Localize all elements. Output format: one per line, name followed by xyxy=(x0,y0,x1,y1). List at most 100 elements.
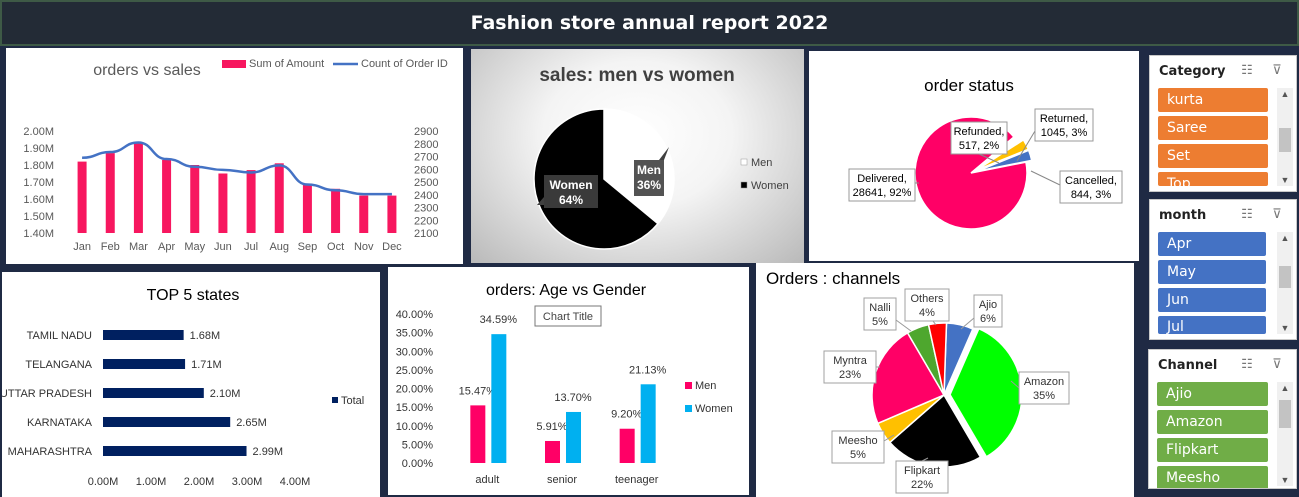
order-status-panel[interactable]: order status Delivered, 28641, 92% Refunded… xyxy=(809,51,1139,261)
data-label-myntra: Myntra 23% xyxy=(833,355,868,381)
data-label-box-amazon xyxy=(1018,371,1070,405)
scroll-down-icon[interactable]: ▼ xyxy=(1280,175,1290,185)
month-slicer-title: month xyxy=(1159,208,1207,223)
y-left-tick-label: 1.60M xyxy=(23,194,54,206)
data-label-box-flipkart xyxy=(895,460,949,494)
bar-sep xyxy=(302,183,312,233)
scroll-up-icon[interactable]: ▲ xyxy=(1280,233,1290,243)
legend-label-sum-of-amount: Sum of Amount xyxy=(249,58,324,70)
month-slicer-header: month ☷ ⊽ xyxy=(1150,200,1296,230)
slicer-item-apr[interactable]: Apr xyxy=(1158,232,1266,256)
chart-title: TOP 5 states xyxy=(147,287,240,304)
y-tick-label: 10.00% xyxy=(396,421,434,433)
slicer-item-kurta[interactable]: kurta xyxy=(1158,88,1268,112)
data-label-cancelled: Cancelled, 844, 3% xyxy=(1065,175,1117,201)
data-label-box-women xyxy=(544,175,598,208)
data-label: 15.47% xyxy=(459,385,497,397)
scroll-down-icon[interactable]: ▼ xyxy=(1280,323,1290,333)
leader-line-cancelled xyxy=(1030,170,1061,186)
clear-filter-icon[interactable]: ⊽ xyxy=(1272,356,1282,371)
category-scrollbar[interactable]: ▲ ▼ xyxy=(1277,88,1293,186)
slicer-item-meesho[interactable]: Meesho xyxy=(1157,466,1268,488)
data-label-amazon: Amazon 35% xyxy=(1024,376,1064,402)
top-5-states-panel[interactable]: TOP 5 states 0.00M 1.00M 2.00M 3.00M 4.00M TAM… xyxy=(2,272,380,497)
category-slicer[interactable]: Category ☷ ⊽ kurta Saree Set Top ▲ ▼ xyxy=(1149,55,1297,192)
y-left-tick-label: 2.00M xyxy=(23,126,54,138)
data-label: 5.91% xyxy=(536,421,567,433)
y-tick-label: 5.00% xyxy=(402,439,433,451)
data-label-box-returned xyxy=(1034,108,1094,142)
legend-label-men: Men xyxy=(751,157,772,169)
clear-filter-icon[interactable]: ⊽ xyxy=(1272,62,1282,77)
slicer-item-flipkart[interactable]: Flipkart xyxy=(1157,438,1268,462)
data-label-box-refunded xyxy=(950,121,1008,155)
scroll-up-icon[interactable]: ▲ xyxy=(1280,383,1290,393)
scroll-up-icon[interactable]: ▲ xyxy=(1280,89,1290,99)
legend-swatch-sum-of-amount xyxy=(222,60,246,68)
legend-label-men: Men xyxy=(695,380,716,392)
slicer-item-ajio[interactable]: Ajio xyxy=(1157,382,1268,406)
data-label: 2.99M xyxy=(253,446,284,458)
multi-select-icon[interactable]: ☷ xyxy=(1241,356,1253,371)
month-slicer[interactable]: month ☷ ⊽ Apr May Jun Jul ▲ ▼ xyxy=(1149,199,1297,340)
y-tick-label: TAMIL NADU xyxy=(27,330,92,342)
clear-filter-icon[interactable]: ⊽ xyxy=(1272,206,1282,221)
y-left-tick-label: 1.50M xyxy=(23,211,54,223)
slicer-item-set[interactable]: Set xyxy=(1158,144,1268,168)
x-tick-label: May xyxy=(184,241,205,253)
y-tick-label: KARNATAKA xyxy=(27,417,93,429)
data-label-women: Women 64% xyxy=(549,178,592,207)
bar-uttar-pradesh xyxy=(103,388,204,398)
bar-jul xyxy=(246,170,256,233)
leader-line-nalli xyxy=(895,319,912,332)
scroll-thumb[interactable] xyxy=(1279,128,1291,152)
slicer-item-jul[interactable]: Jul xyxy=(1158,316,1266,334)
sales-men-vs-women-panel[interactable]: sales: men vs women Men 36% Women 64% Men Wome… xyxy=(471,49,804,263)
slicer-item-jun[interactable]: Jun xyxy=(1158,288,1266,312)
data-label-box-delivered xyxy=(848,168,916,202)
bar-jun xyxy=(218,173,228,233)
scroll-down-icon[interactable]: ▼ xyxy=(1280,475,1290,485)
leader-line-ajio xyxy=(960,317,975,330)
leader-line-others xyxy=(932,320,937,326)
x-tick-label: Jun xyxy=(214,241,232,253)
top-5-states-chart: TOP 5 states 0.00M 1.00M 2.00M 3.00M 4.00M TAM… xyxy=(2,287,364,488)
x-tick-label: Aug xyxy=(269,241,289,253)
y-right-tick-label: 2300 xyxy=(414,203,438,215)
y-tick-label: 25.00% xyxy=(396,365,434,377)
orders-channels-panel[interactable]: Orders : channels Ajio 6% Amazon 35% Flipkart… xyxy=(756,263,1134,497)
legend-label-women: Women xyxy=(695,403,733,415)
leader-line-amazon xyxy=(1010,380,1020,389)
orders-vs-sales-panel[interactable]: orders vs sales 1.40M 1.50M 1.60M 1.70M 1.80M… xyxy=(6,48,463,264)
data-label: 13.70% xyxy=(554,392,592,404)
scroll-thumb[interactable] xyxy=(1279,400,1291,428)
scroll-thumb[interactable] xyxy=(1279,266,1291,288)
data-label: 9.20% xyxy=(611,409,642,421)
slicer-item-saree[interactable]: Saree xyxy=(1158,116,1268,140)
multi-select-icon[interactable]: ☷ xyxy=(1241,62,1253,77)
slicer-item-top[interactable]: Top xyxy=(1158,172,1268,186)
chart-title-placeholder-box xyxy=(534,305,602,327)
data-label: 2.10M xyxy=(210,388,241,400)
bar-aug xyxy=(274,163,284,233)
data-label-nalli: Nalli 5% xyxy=(869,302,890,328)
data-label-men: Men 36% xyxy=(637,163,661,192)
y-right-tick-label: 2700 xyxy=(414,152,438,164)
data-label-ajio: Ajio 6% xyxy=(979,299,997,325)
channel-scrollbar[interactable]: ▲ ▼ xyxy=(1277,382,1293,486)
channel-slicer[interactable]: Channel ☷ ⊽ Ajio Amazon Flipkart Meesho … xyxy=(1148,349,1297,489)
bar-may xyxy=(190,165,200,233)
report-header: Fashion store annual report 2022 xyxy=(0,0,1299,46)
slicer-item-amazon[interactable]: Amazon xyxy=(1157,410,1268,434)
data-label-box-nalli xyxy=(863,297,897,331)
age-vs-gender-panel[interactable]: orders: Age vs Gender Chart Title 0.00% 5.0… xyxy=(388,267,749,495)
slicer-item-may[interactable]: May xyxy=(1158,260,1266,284)
y-left-tick-label: 1.40M xyxy=(23,228,54,240)
chart-title: orders vs sales xyxy=(93,62,201,79)
y-tick-label: TELANGANA xyxy=(25,359,92,371)
legend-label-total: Total xyxy=(341,395,364,407)
data-label: 21.13% xyxy=(629,364,667,376)
data-label: 2.65M xyxy=(236,417,267,429)
multi-select-icon[interactable]: ☷ xyxy=(1241,206,1253,221)
month-scrollbar[interactable]: ▲ ▼ xyxy=(1277,232,1293,334)
